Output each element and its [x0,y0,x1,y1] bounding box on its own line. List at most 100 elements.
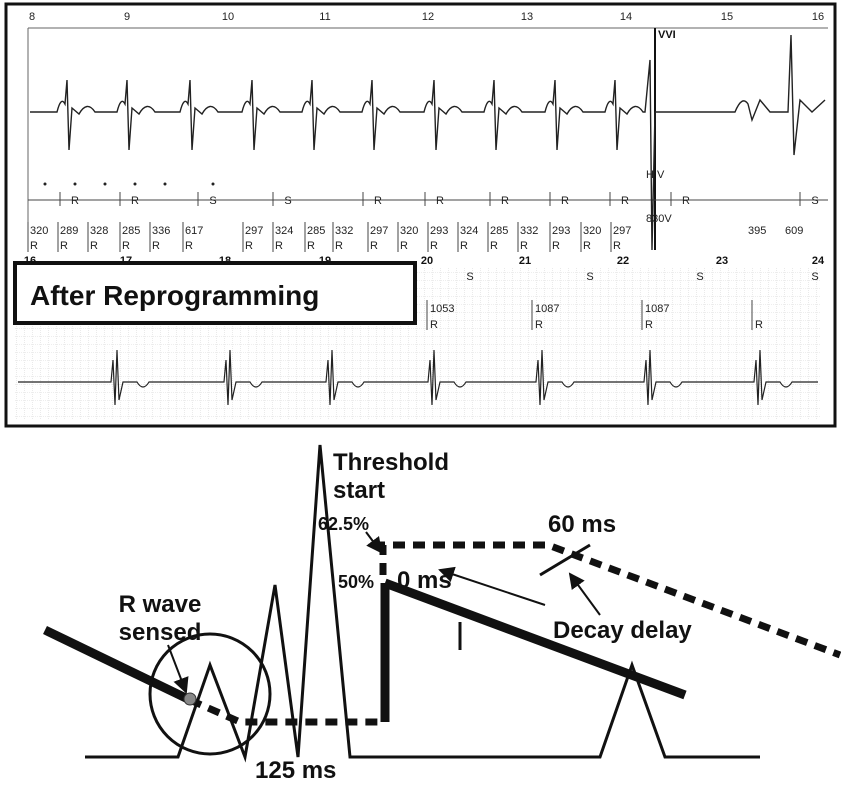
marker-label: S [811,271,818,283]
dot [163,182,167,186]
interval-marker: R [583,240,591,252]
marker-label: S [811,195,818,207]
interval-value: 617 [185,225,203,237]
interval-value: 293 [552,225,570,237]
marker-label: R [131,195,139,207]
interval-marker: R [60,240,68,252]
time-label: 10 [222,11,234,23]
diagram [43,444,841,763]
interval-value: 285 [490,225,508,237]
marker-label: R [374,195,382,207]
label: Threshold [333,449,449,476]
interval-marker: R [645,319,653,331]
marker-label: S [696,271,703,283]
time-label: 12 [422,11,434,23]
time-label: 21 [519,255,531,267]
time-label: 8 [29,11,35,23]
interval-marker: R [490,240,498,252]
interval-value: 324 [460,225,478,237]
marker-label: R [682,195,690,207]
mode-label: VVI [658,29,676,41]
interval-marker: R [755,319,763,331]
ecg-trace [30,34,826,251]
marker-label: S [586,271,593,283]
threshold-line [43,625,192,705]
interval-marker: R [90,240,98,252]
interval-value: 609 [785,225,803,237]
label: 0 ms [397,567,452,594]
label: 50% [338,572,374,592]
interval-value: 336 [152,225,170,237]
interval-marker: R [613,240,621,252]
interval-marker: R [400,240,408,252]
interval-value: 297 [370,225,388,237]
interval-marker: R [370,240,378,252]
time-label: 16 [24,255,36,267]
time-label: 24 [812,255,825,267]
interval-marker: R [335,240,343,252]
marker-label: R [436,195,444,207]
interval-marker: R [275,240,283,252]
marker-label: R [501,195,509,207]
pause-label: 830V [646,213,672,225]
time-label: 13 [521,11,533,23]
interval-value: 1087 [645,303,669,315]
interval-value: 1053 [430,303,454,315]
label: sensed [119,619,202,646]
time-label: 23 [716,255,728,267]
ecg-trace [18,349,818,406]
time-label: 19 [319,255,331,267]
interval-marker: R [460,240,468,252]
interval-value: 332 [520,225,538,237]
time-label: 16 [812,11,824,23]
interval-value: 297 [613,225,631,237]
time-label: 9 [124,11,130,23]
interval-value: 328 [90,225,108,237]
time-label: 11 [319,11,330,23]
interval-marker: R [535,319,543,331]
time-label: 15 [721,11,733,23]
threshold-decay [383,578,687,700]
label: 60 ms [548,511,616,538]
label: start [333,477,385,504]
label: R wave [119,591,202,618]
interval-value: 1087 [535,303,559,315]
sense-circle [148,632,272,756]
sense-point [183,692,197,706]
interval-value: 324 [275,225,293,237]
interval-value: 320 [583,225,601,237]
marker-label: H V [646,169,665,181]
interval-value: 289 [60,225,78,237]
threshold-dashed [379,541,841,659]
interval-value: 293 [430,225,448,237]
interval-marker: R [30,240,38,252]
dot [103,182,107,186]
arrow [167,644,189,694]
interval-marker: R [520,240,528,252]
arrow [438,566,546,606]
label: 125 ms [255,757,336,784]
interval-marker: R [245,240,253,252]
interval-value: 297 [245,225,263,237]
dot [133,182,137,186]
interval-marker: R [430,319,438,331]
dot [211,182,215,186]
strip-title: After Reprogramming [30,280,319,311]
blanking-dashed [188,696,385,726]
interval-value: 320 [400,225,418,237]
arrow [365,531,383,554]
time-label: 20 [421,255,433,267]
time-label: 14 [620,11,632,23]
interval-marker: R [122,240,130,252]
interval-value: 395 [748,225,766,237]
interval-value: 285 [307,225,325,237]
interval-value: 320 [30,225,48,237]
interval-marker: R [552,240,560,252]
interval-value: 285 [122,225,140,237]
delay-mark [539,543,591,577]
marker-label: R [561,195,569,207]
time-label: 22 [617,255,629,267]
arrow [568,572,601,616]
dot [73,182,77,186]
